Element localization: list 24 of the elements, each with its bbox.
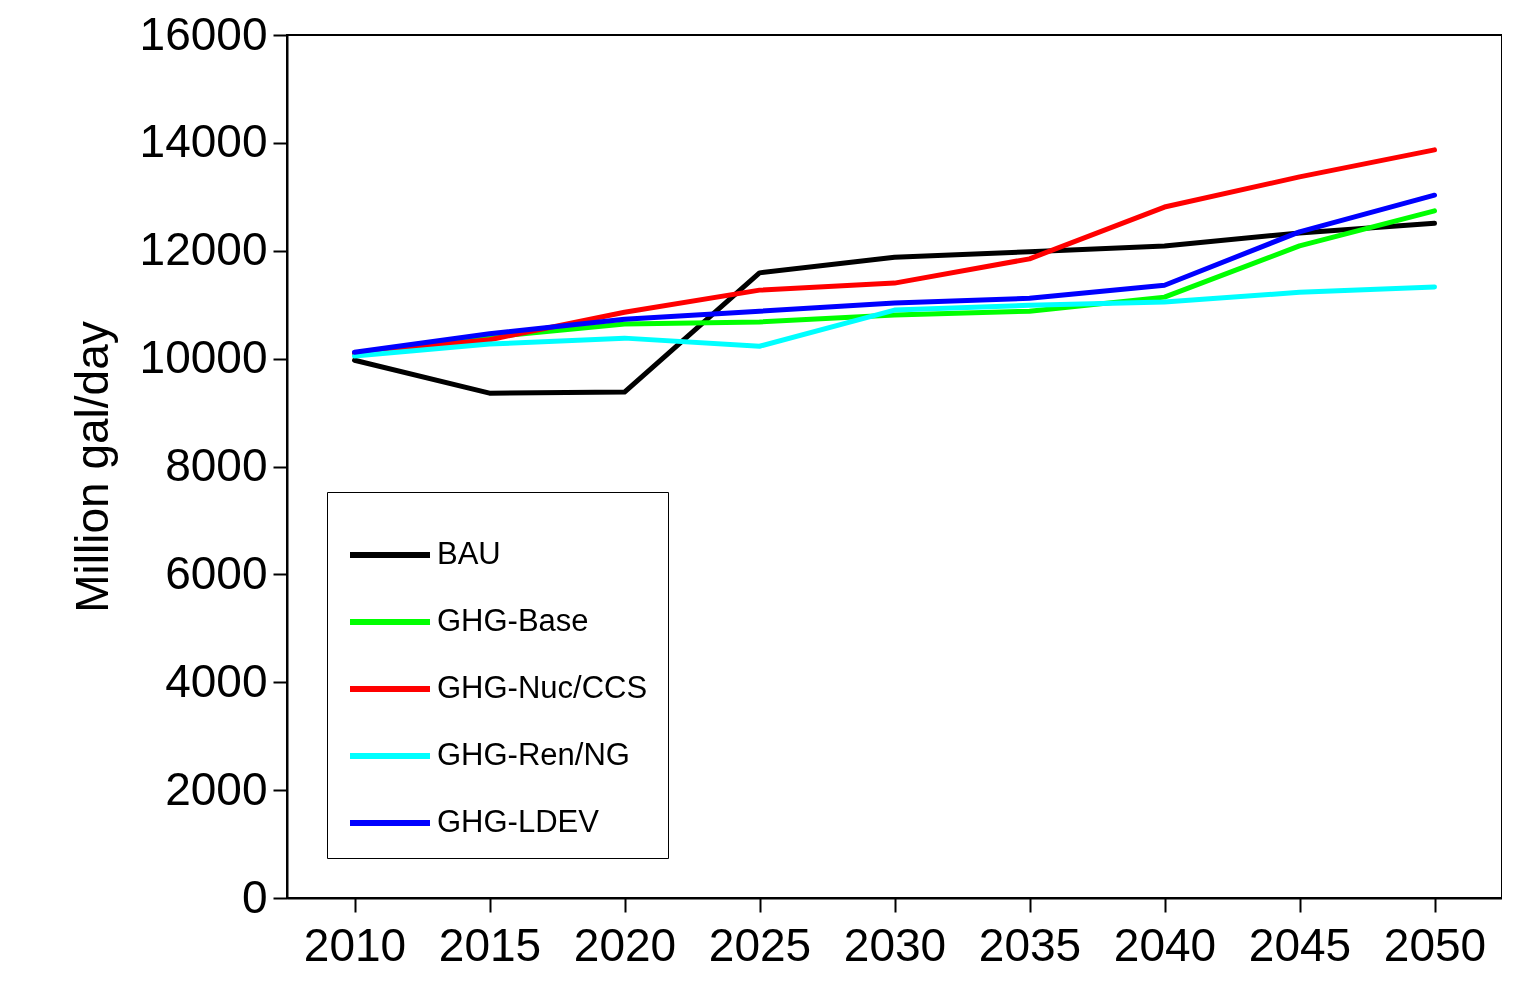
legend-label: GHG-Nuc/CCS	[437, 670, 648, 705]
x-tick-label: 2035	[978, 918, 1082, 971]
y-tick-label: 12000	[139, 223, 268, 276]
x-tick-label: 2045	[1248, 918, 1352, 971]
y-tick-label: 6000	[165, 546, 268, 599]
y-tick-label: 10000	[139, 331, 268, 384]
y-tick-label: 8000	[165, 439, 268, 491]
x-tick-label: 2030	[843, 918, 947, 971]
x-tick-label: 2040	[1113, 918, 1217, 971]
y-tick-label: 16000	[139, 7, 268, 60]
x-tick-label: 2015	[438, 918, 542, 971]
legend-label: GHG-Base	[437, 603, 589, 638]
x-tick-label: 2050	[1383, 918, 1487, 971]
legend-label: GHG-Ren/NG	[437, 737, 630, 772]
y-axis-title: Million gal/day	[65, 321, 118, 613]
legend-label: BAU	[437, 536, 501, 571]
y-tick-label: 2000	[165, 762, 268, 815]
y-tick-label: 0	[241, 870, 268, 923]
x-tick-label: 2010	[303, 918, 407, 971]
legend-label: GHG-LDEV	[437, 804, 600, 839]
y-tick-label: 14000	[139, 115, 268, 168]
y-tick-label: 4000	[165, 654, 268, 707]
x-tick-label: 2020	[573, 918, 677, 971]
x-tick-label: 2025	[708, 918, 812, 971]
